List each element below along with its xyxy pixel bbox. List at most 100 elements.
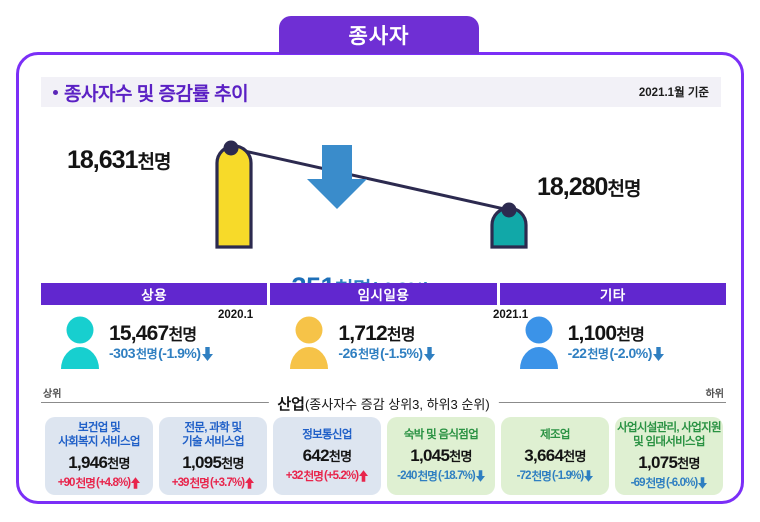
rank-label-top: 상위: [43, 389, 62, 400]
industry-card-health[interactable]: 보건업 및 사회복지 서비스업 1,946천명 +90 천명 (+4.8%): [45, 417, 153, 495]
bar-2021-value: 18,280천명: [537, 173, 641, 202]
industry-card-value: 1,946천명: [68, 453, 130, 473]
industry-card-professional[interactable]: 전문, 과학 및 기술 서비스업 1,095천명 +39 천명 (+3.7%): [159, 417, 267, 495]
category-change-sangyong: -303 천명 (-1.9%): [109, 345, 213, 362]
industry-card-change: +39 천명 (+3.7%): [171, 475, 255, 491]
industry-change-unit: 천명: [189, 478, 210, 491]
industry-card-name: 정보통신업: [302, 428, 352, 441]
industry-title-bold: 산업: [277, 396, 305, 413]
arrow-up-icon: [359, 470, 369, 482]
bar-2021-number: 18,280: [537, 173, 608, 201]
industry-change-number: -72: [516, 470, 532, 482]
industry-card-name: 숙박 및 음식점업: [403, 428, 479, 441]
industry-change-number: +90: [57, 477, 76, 490]
industry-card-change: +90 천명 (+4.8%): [57, 475, 141, 491]
industry-change-number: +39: [171, 477, 190, 490]
industry-value-number: 642: [302, 446, 330, 465]
industry-value-unit: 천명: [563, 449, 586, 464]
industry-card-change: +32 천명 (+5.2%): [285, 468, 369, 484]
arrow-down-icon: [201, 346, 213, 361]
industry-value-number: 1,075: [638, 453, 678, 473]
main-panel: 종사자수 및 증감률 추이 2021.1월 기준 18,631천명 18,280…: [16, 52, 744, 504]
person-icon: [61, 316, 99, 369]
industry-card-manufacturing[interactable]: 제조업 3,664천명 -72 천명 (-1.9%): [501, 417, 609, 495]
industry-change-percent: (+5.2%): [323, 470, 359, 482]
person-icon: [290, 316, 329, 369]
industry-change-unit: 천명: [75, 478, 96, 491]
category-change-unit: 천명: [136, 346, 158, 361]
category-value-gita: 1,100천명: [568, 322, 664, 346]
arrow-up-icon: [131, 477, 141, 489]
industry-card-row: 보건업 및 사회복지 서비스업 1,946천명 +90 천명 (+4.8%) 전문,…: [45, 417, 723, 495]
industry-value-unit: 천명: [107, 456, 130, 472]
industry-change-number: -240: [397, 470, 417, 482]
industry-value-number: 1,946: [68, 453, 108, 473]
category-value-number: 1,712: [338, 321, 387, 345]
industry-change-unit: 천명: [303, 471, 324, 483]
industry-card-name: 사업시설관리, 사업지원 및 임대서비스업: [617, 421, 721, 448]
arrow-up-icon: [245, 477, 255, 489]
industry-value-unit: 천명: [677, 456, 700, 472]
industry-value-number: 1,095: [182, 453, 222, 473]
industry-value-unit: 천명: [328, 449, 352, 464]
industry-change-percent: (-18.7%): [437, 470, 476, 482]
industry-card-facilities[interactable]: 사업시설관리, 사업지원 및 임대서비스업 1,075천명 -69 천명 (-6.0…: [615, 417, 723, 495]
industry-value-number: 3,664: [524, 446, 564, 465]
category-value-number: 15,467: [109, 321, 169, 345]
category-cell-gita: 1,100천명 -22 천명 (-2.0%): [500, 307, 726, 377]
category-header-imsi: 임시일용: [270, 283, 497, 305]
industry-section-title: 산업(종사자수 증감 상위3, 하위3 순위): [268, 393, 499, 414]
bar-2021-unit: 천명: [607, 179, 641, 200]
industry-change-number: +32: [285, 470, 304, 482]
category-header-sangyong: 상용: [41, 283, 268, 305]
trend-chart-graphic: [215, 140, 528, 249]
category-change-number: -26: [338, 345, 358, 362]
industry-change-percent: (-6.0%): [665, 477, 698, 490]
arrow-down-icon: [423, 346, 435, 361]
industry-card-change: -72 천명 (-1.9%): [517, 468, 594, 484]
industry-divider: 상위 하위 산업(종사자수 증감 상위3, 하위3 순위): [41, 385, 726, 414]
rank-label-bottom: 하위: [705, 389, 724, 400]
category-change-percent: (-2.0%): [609, 345, 652, 362]
category-value-unit: 천명: [386, 326, 416, 344]
industry-change-number: -69: [630, 477, 646, 490]
industry-card-value: 642천명: [303, 446, 352, 466]
industry-change-percent: (-1.9%): [551, 470, 584, 482]
section-header: 종사자수 및 증감률 추이 2021.1월 기준: [41, 77, 721, 107]
arrow-down-icon: [652, 346, 664, 361]
category-body-row: 15,467천명 -303 천명 (-1.9%) 1,712천명: [41, 307, 726, 377]
category-change-imsi: -26 천명 (-1.5%): [338, 345, 435, 362]
category-value-number: 1,100: [567, 321, 617, 345]
industry-card-value: 1,075천명: [638, 453, 700, 473]
category-change-number: -22: [567, 345, 587, 362]
category-change-gita: -22 천명 (-2.0%): [568, 345, 664, 362]
industry-change-percent: (+3.7%): [209, 477, 245, 490]
arrow-down-icon: [698, 477, 708, 489]
page-title: 종사자수 및 증감률 추이: [64, 83, 249, 105]
page-tab-label: 종사자: [348, 25, 410, 48]
bar-2020-caption: 2020.1: [218, 309, 254, 321]
arrow-down-icon: [584, 470, 594, 482]
bar-2021-caption: 2021.1: [493, 309, 529, 321]
industry-change-unit: 천명: [531, 471, 552, 483]
category-text-gita: 1,100천명 -22 천명 (-2.0%): [568, 322, 664, 362]
industry-card-lodging[interactable]: 숙박 및 음식점업 1,045천명 -240 천명 (-18.7%): [387, 417, 495, 495]
section-header-left: 종사자수 및 증감률 추이: [53, 79, 249, 106]
category-value-unit: 천명: [168, 326, 197, 344]
bar-2021-datapoint: [501, 202, 517, 218]
industry-card-change: -240 천명 (-18.7%): [397, 468, 485, 484]
category-change-percent: (-1.5%): [380, 345, 423, 362]
trend-chart: 18,631천명 18,280천명 2020.1 2021.1 -351천명(-…: [19, 113, 741, 321]
category-cell-imsi: 1,712천명 -26 천명 (-1.5%): [270, 307, 496, 377]
industry-card-value: 1,095천명: [182, 453, 244, 473]
category-change-unit: 천명: [358, 346, 380, 361]
category-header-row: 상용 임시일용 기타: [41, 283, 726, 305]
industry-value-unit: 천명: [449, 449, 472, 464]
industry-change-unit: 천명: [645, 478, 666, 491]
industry-card-change: -69 천명 (-6.0%): [631, 475, 708, 491]
industry-card-ict[interactable]: 정보통신업 642천명 +32 천명 (+5.2%): [273, 417, 381, 495]
bar-2020-datapoint: [223, 140, 239, 156]
category-header-gita: 기타: [499, 283, 726, 305]
category-text-sangyong: 15,467천명 -303 천명 (-1.9%): [109, 322, 213, 362]
trend-connector-line: [230, 146, 510, 212]
